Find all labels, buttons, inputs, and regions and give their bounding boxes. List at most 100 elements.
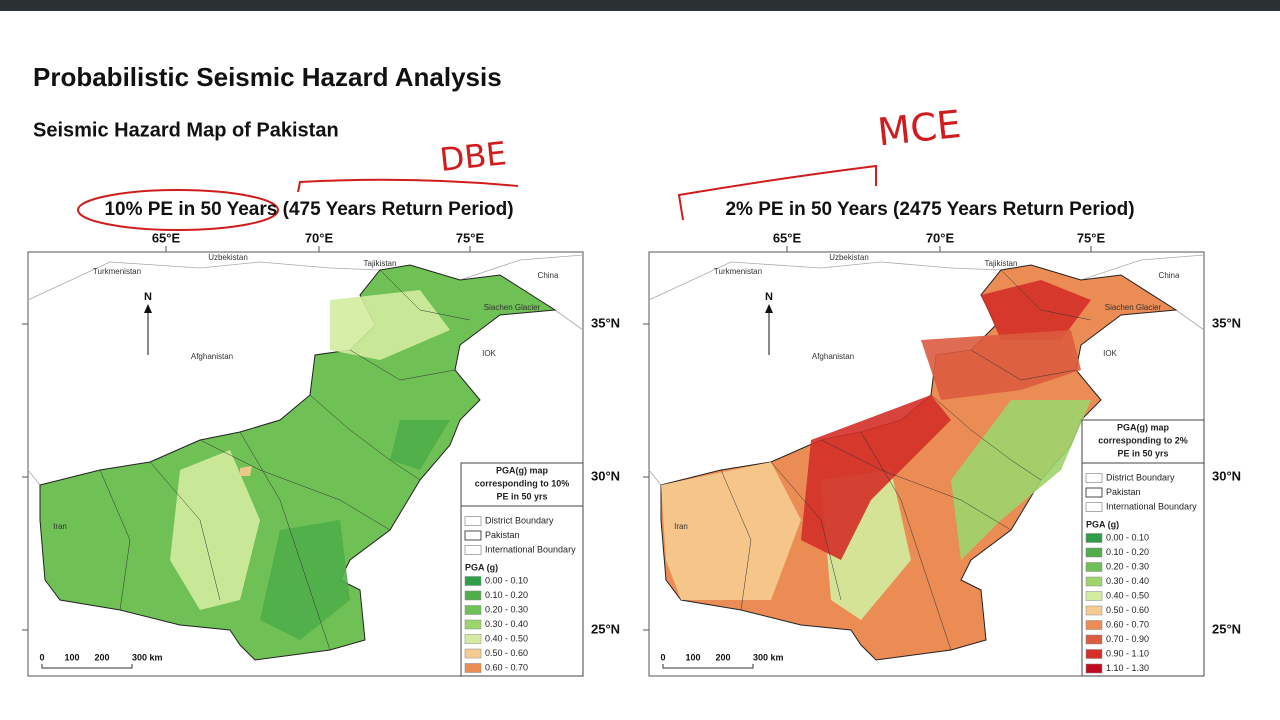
lat-label: 35°N (591, 315, 620, 330)
legend-swatch (1085, 663, 1103, 674)
lat-label: 30°N (591, 468, 620, 483)
intl-border (648, 261, 1002, 301)
hazard-zone (240, 466, 252, 476)
intl-border (27, 469, 41, 486)
legend-swatch (1085, 487, 1103, 498)
legend-title: corresponding to 2% (1098, 435, 1188, 445)
place-label: Afghanistan (812, 352, 854, 361)
intl-border (27, 261, 381, 301)
legend-title: corresponding to 10% (475, 478, 570, 488)
district-boundary (860, 431, 952, 651)
place-label: China (1159, 271, 1180, 280)
district-boundary (199, 439, 391, 531)
lat-label: 25°N (1212, 621, 1241, 636)
intl-border (648, 469, 662, 486)
scale-label: 300 km (753, 652, 784, 662)
legend-swatch (1085, 576, 1103, 587)
intl-border (1175, 309, 1205, 331)
legend-label: Pakistan (1106, 487, 1141, 497)
district-boundary (820, 439, 1012, 531)
top-bar (0, 0, 1280, 11)
district-boundary (379, 269, 471, 321)
place-label: Uzbekistan (208, 253, 248, 262)
lat-label: 25°N (591, 621, 620, 636)
place-label: Tajikistan (985, 259, 1018, 268)
ink-text: MCE (875, 102, 962, 154)
legend-label: 0.60 - 0.70 (485, 662, 528, 672)
legend-swatch (464, 576, 482, 586)
map-heading: 2% PE in 50 Years (2475 Years Return Per… (725, 199, 1134, 220)
hazard-zone (921, 330, 1081, 400)
ink-bracket (677, 164, 877, 221)
legend-label: International Boundary (485, 544, 576, 554)
legend-swatch (464, 648, 482, 659)
ink-bracket (297, 178, 519, 193)
hazard-zone (390, 420, 450, 470)
place-label: IOK (482, 349, 496, 358)
hazard-zone (661, 462, 801, 600)
legend-subtitle: PGA (g) (1086, 519, 1119, 529)
legend-swatch (1085, 620, 1103, 630)
scale-label: 300 km (132, 652, 163, 662)
legend-swatch (464, 516, 482, 526)
place-label: Siachen Glacier (484, 303, 541, 312)
district-boundary (970, 349, 1077, 381)
place-label: Siachen Glacier (1105, 303, 1162, 312)
legend-title: PE in 50 yrs (1117, 448, 1168, 458)
scale-label: 100 (685, 652, 700, 662)
scale-label: 0 (660, 652, 665, 662)
intl-border (459, 254, 584, 281)
scale-label: 100 (64, 652, 79, 662)
map-heading: 10% PE in 50 Years (475 Years Return Per… (104, 199, 513, 220)
legend-subtitle: PGA (g) (465, 562, 498, 572)
lon-label: 65°E (773, 230, 802, 245)
district-boundary (770, 461, 842, 601)
district-boundary (149, 461, 221, 601)
legend-swatch (1085, 605, 1103, 616)
hazard-zone (801, 395, 951, 560)
place-label: China (538, 271, 559, 280)
place-label: Turkmenistan (714, 267, 762, 276)
district-boundary (309, 394, 421, 481)
hazard-zone (981, 280, 1091, 340)
legend-label: 0.20 - 0.30 (485, 604, 528, 614)
legend-swatch (1085, 562, 1103, 572)
scale-bar (662, 664, 754, 669)
legend-label: 0.00 - 0.10 (1106, 532, 1149, 542)
legend-title: PGA(g) map (496, 465, 549, 475)
district-boundary (930, 394, 1042, 481)
slide-subtitle: Seismic Hazard Map of Pakistan (33, 119, 339, 141)
scale-label: 200 (715, 652, 730, 662)
lat-label: 35°N (1212, 315, 1241, 330)
place-label: Iran (674, 522, 688, 531)
legend-label: 0.10 - 0.20 (485, 590, 528, 600)
legend-label: 0.50 - 0.60 (1106, 605, 1149, 615)
place-label: Afghanistan (191, 352, 233, 361)
hazard-zone (330, 290, 450, 360)
place-label: Uzbekistan (829, 253, 869, 262)
legend-swatch (1085, 473, 1103, 483)
ink-circle (77, 189, 279, 231)
place-label: Iran (53, 522, 67, 531)
legend-swatch (464, 619, 482, 630)
legend-label: Pakistan (485, 530, 520, 540)
legend-title: PGA(g) map (1117, 422, 1170, 432)
legend-swatch (1085, 502, 1103, 512)
slide-title: Probabilistic Seismic Hazard Analysis (33, 62, 502, 92)
scale-bar (41, 664, 133, 669)
hazard-zone (260, 520, 350, 640)
legend-label: International Boundary (1106, 501, 1197, 511)
district-boundary (720, 469, 752, 611)
north-arrow-head (765, 304, 773, 313)
district-boundary (239, 431, 331, 651)
legend-label: 1.10 - 1.30 (1106, 663, 1149, 673)
legend-swatch (464, 545, 482, 555)
hazard-zone (951, 400, 1091, 560)
legend-label: 0.20 - 0.30 (1106, 561, 1149, 571)
legend-swatch (464, 663, 482, 673)
legend-label: 0.10 - 0.20 (1106, 547, 1149, 557)
lon-label: 70°E (926, 230, 955, 245)
scale-label: 0 (39, 652, 44, 662)
north-label: N (144, 291, 152, 303)
